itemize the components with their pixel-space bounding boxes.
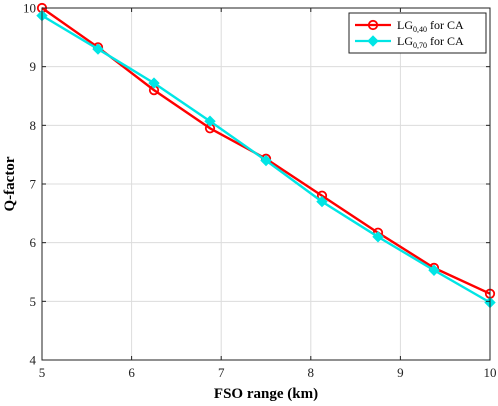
- legend-label-suffix: for CA: [427, 18, 464, 32]
- legend-item: LG0,40 for CA: [355, 18, 464, 34]
- y-tick-label: 8: [30, 118, 37, 133]
- series-2: [36, 9, 496, 309]
- legend-marker: [367, 35, 379, 47]
- data-point: [428, 264, 440, 276]
- x-tick-label: 5: [39, 365, 46, 380]
- y-tick-label: 6: [30, 235, 37, 250]
- y-tick-label: 7: [30, 177, 37, 192]
- legend-label-subscript: 0,40: [413, 25, 427, 34]
- series-layer: [36, 2, 496, 309]
- data-point: [372, 231, 384, 243]
- x-tick-label: 6: [128, 365, 135, 380]
- legend-marker: [367, 19, 379, 31]
- legend-box: [348, 12, 487, 54]
- legend-label-main: LG: [397, 34, 413, 48]
- y-tick-label: 10: [23, 1, 36, 16]
- x-tick-label: 8: [308, 365, 315, 380]
- data-point: [92, 43, 104, 55]
- legend-label-main: LG: [397, 18, 413, 32]
- legend-label-suffix: for CA: [427, 34, 464, 48]
- y-tick-label: 5: [30, 294, 37, 309]
- x-axis-label: FSO range (km): [214, 386, 318, 402]
- x-tick-label: 10: [484, 365, 497, 380]
- x-tick-label: 7: [218, 365, 225, 380]
- y-tick-label: 9: [30, 59, 37, 74]
- data-point: [316, 195, 328, 208]
- y-tick-label: 4: [30, 353, 37, 368]
- data-point: [204, 115, 216, 127]
- data-point: [148, 77, 160, 89]
- y-axis-label: Q-factor: [2, 156, 18, 211]
- x-tick-label: 9: [397, 365, 404, 380]
- legend-label-subscript: 0,70: [413, 41, 427, 50]
- legend-item: LG0,70 for CA: [355, 34, 464, 50]
- legend-label: LG0,40 for CA: [397, 18, 464, 34]
- data-point: [260, 154, 272, 167]
- legend-label: LG0,70 for CA: [397, 34, 464, 50]
